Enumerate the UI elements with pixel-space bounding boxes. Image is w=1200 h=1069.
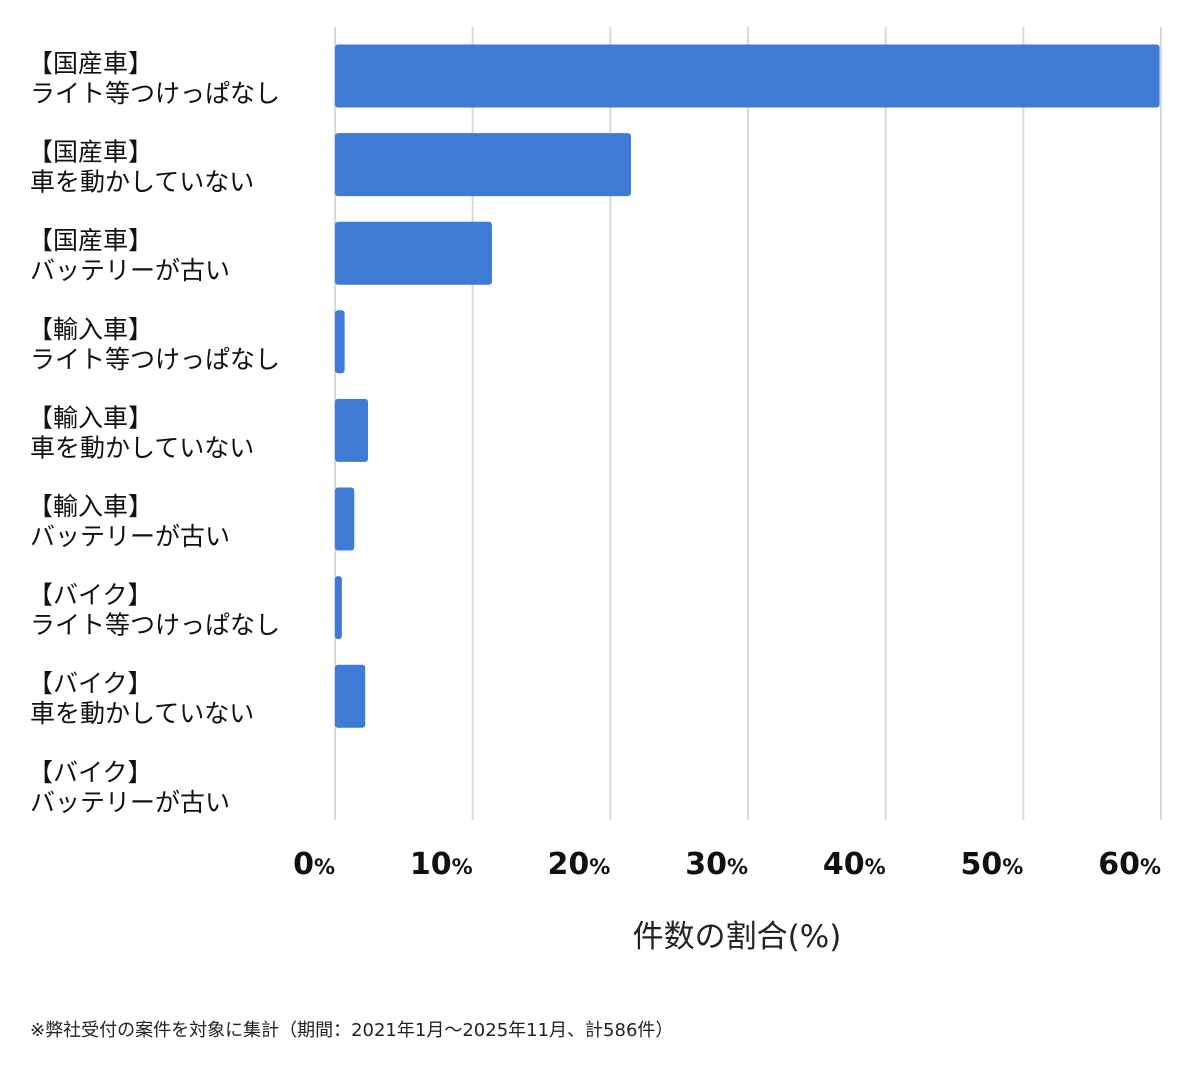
x-tick-label: 50% xyxy=(961,847,1024,882)
bar xyxy=(335,487,355,551)
category-label: 【バイク】 xyxy=(28,669,153,698)
x-tick-label: 0% xyxy=(293,847,335,882)
category-label: 車を動かしていない xyxy=(30,168,254,197)
bar xyxy=(335,133,631,197)
bar-chart: 0% 10% 20% 30% 40% 50% 60%【国産車】ライト等つけっぱなし【国産車】… xyxy=(28,27,1162,955)
x-axis-title: 件数の割合(%) xyxy=(633,919,842,955)
category-label: 【国産車】 xyxy=(28,49,153,78)
category-label: ライト等つけっぱなし xyxy=(30,79,280,108)
category-label: 【国産車】 xyxy=(28,226,153,255)
category-label: 【輸入車】 xyxy=(28,315,153,344)
x-tick-label: 30% xyxy=(685,847,748,882)
bar xyxy=(335,576,342,640)
x-tick-label: 20% xyxy=(548,847,611,882)
category-label: 【国産車】 xyxy=(28,138,153,167)
bar xyxy=(335,664,366,728)
category-label: バッテリーが古い xyxy=(30,522,230,551)
category-label: ライト等つけっぱなし xyxy=(30,611,280,640)
category-label: 【バイク】 xyxy=(28,581,153,610)
category-label: 【輸入車】 xyxy=(28,492,153,521)
bar xyxy=(335,310,345,374)
x-tick-label: 10% xyxy=(410,847,473,882)
category-label: 【バイク】 xyxy=(28,758,153,787)
bar xyxy=(335,221,492,285)
category-label: バッテリーが古い xyxy=(30,256,230,285)
category-label: 【輸入車】 xyxy=(28,403,153,432)
category-label: 車を動かしていない xyxy=(30,433,254,462)
bar xyxy=(335,398,369,462)
footnote: ※弊社受付の案件を対象に集計（期間：2021年1月～2025年11月、計586件… xyxy=(30,1020,674,1041)
bar xyxy=(335,44,1160,108)
category-label: 車を動かしていない xyxy=(30,699,254,728)
category-label: ライト等つけっぱなし xyxy=(30,345,280,374)
x-tick-label: 40% xyxy=(823,847,886,882)
category-label: バッテリーが古い xyxy=(30,788,230,817)
x-tick-label: 60% xyxy=(1098,847,1161,882)
